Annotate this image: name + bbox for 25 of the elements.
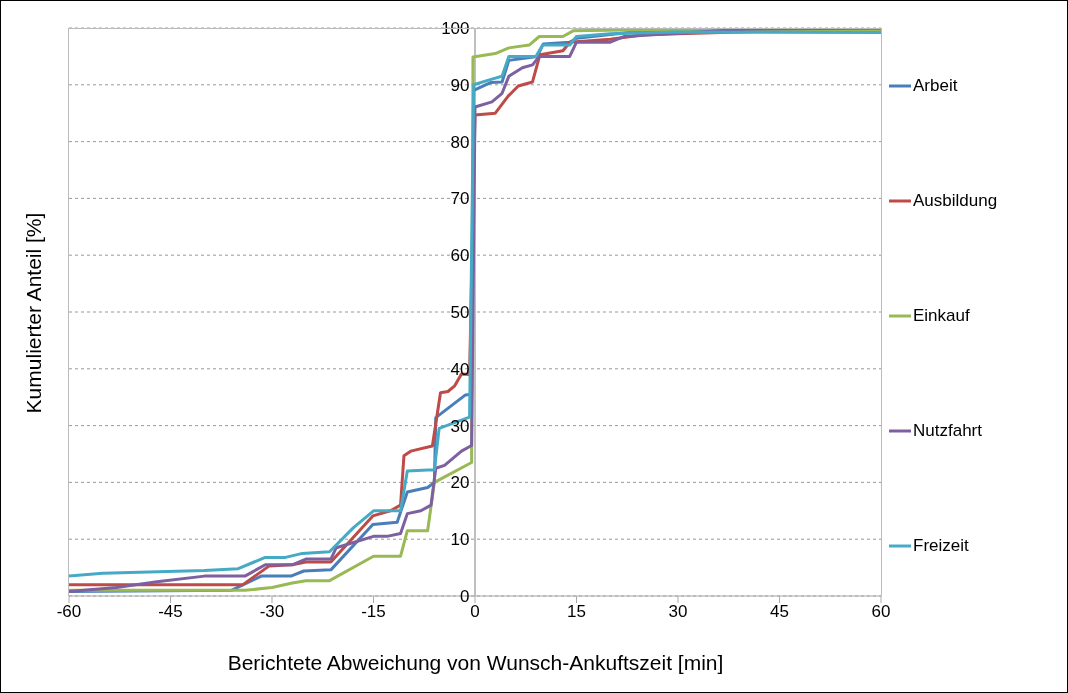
y-axis-title: Kumulierter Anteil [%] [22, 212, 46, 414]
x-tick-label: -15 [361, 602, 386, 622]
legend-label: Arbeit [913, 75, 958, 96]
x-axis-title: Berichtete Abweichung von Wunsch-Ankuftszeit [min] [226, 651, 725, 675]
x-tick-label: 15 [567, 602, 586, 622]
y-tick-label: 90 [450, 75, 470, 95]
y-tick-label: 30 [450, 416, 470, 436]
y-tick-label: 60 [450, 246, 470, 266]
legend-label: Nutzfahrt [913, 420, 982, 441]
y-tick-label: 0 [460, 587, 470, 606]
x-tick-label: 60 [871, 602, 891, 622]
x-tick-label: 45 [770, 602, 789, 622]
x-tick-label: -60 [56, 602, 82, 622]
y-tick-label: 50 [450, 303, 470, 322]
x-tick-label: -30 [259, 602, 285, 622]
x-tick-label: 30 [668, 602, 688, 622]
y-tick-label: 20 [450, 473, 470, 493]
legend-label: Einkauf [913, 305, 970, 326]
legend-label: Ausbildung [913, 190, 998, 211]
y-tick-label: 10 [450, 530, 470, 550]
y-tick-label: 80 [450, 132, 470, 152]
y-tick-label: 40 [450, 359, 470, 379]
y-tick-label: 70 [450, 189, 470, 209]
legend-label: Freizeit [913, 535, 969, 556]
x-tick-label: -45 [158, 602, 183, 622]
